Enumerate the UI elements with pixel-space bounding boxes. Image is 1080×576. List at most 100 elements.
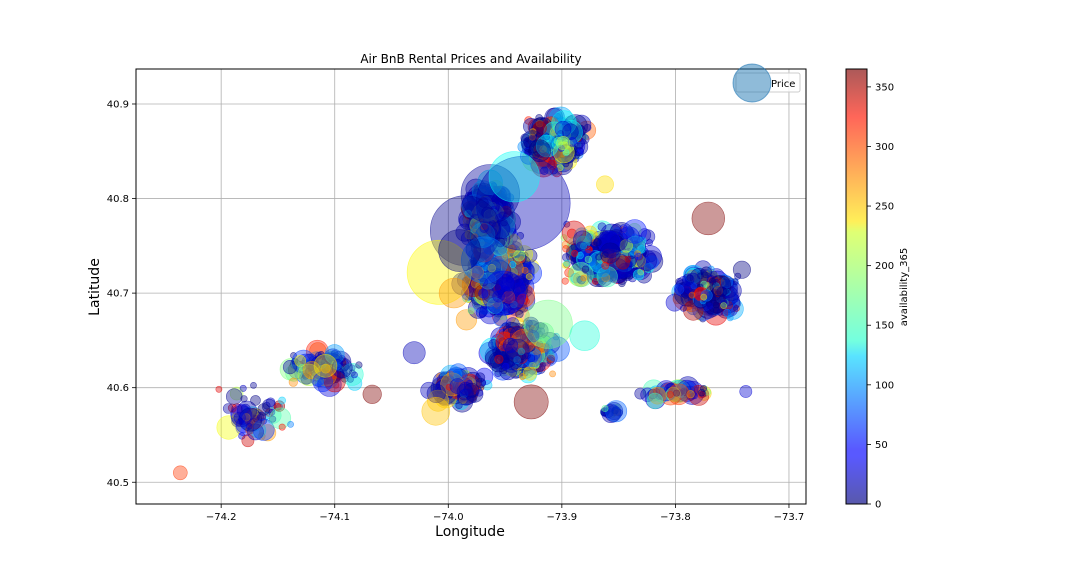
scatter-point bbox=[632, 269, 645, 281]
scatter-point bbox=[239, 384, 247, 392]
x-tick-label: −73.7 bbox=[774, 512, 805, 523]
scatter-point bbox=[521, 266, 529, 274]
scatter-point bbox=[355, 361, 363, 369]
scatter-point bbox=[634, 387, 647, 400]
scatter-point bbox=[173, 465, 188, 481]
scatter-point bbox=[555, 139, 563, 147]
scatter-point bbox=[726, 314, 734, 322]
y-tick-label: 40.6 bbox=[107, 383, 129, 394]
scatter-point bbox=[549, 370, 556, 378]
scatter-point bbox=[523, 299, 573, 349]
scatter-point bbox=[700, 293, 708, 301]
x-tick-label: −74.2 bbox=[206, 512, 237, 523]
scatter-point bbox=[569, 320, 600, 351]
scatter-point bbox=[688, 291, 696, 299]
scatter-point bbox=[716, 286, 728, 298]
scatter-point bbox=[475, 306, 488, 319]
x-axis-label: Longitude bbox=[435, 524, 505, 540]
scatter-point bbox=[561, 277, 569, 285]
scatter-point bbox=[593, 238, 602, 247]
scatter-point bbox=[622, 219, 647, 244]
scatter-point bbox=[362, 384, 382, 404]
chart-title: Air BnB Rental Prices and Availability bbox=[360, 52, 581, 66]
scatter-point bbox=[509, 261, 517, 269]
scatter-point bbox=[563, 259, 571, 267]
scatter-point bbox=[215, 385, 223, 393]
scatter-point bbox=[682, 273, 695, 286]
scatter-point bbox=[708, 277, 717, 286]
scatter-point bbox=[576, 142, 584, 150]
scatter-point bbox=[502, 362, 510, 371]
x-axis-ticks: −74.2 −74.1 −74.0 −73.9 −73.8 −73.7 bbox=[206, 504, 804, 523]
scatter-point bbox=[581, 265, 590, 273]
x-tick-label: −74.0 bbox=[433, 512, 464, 523]
scatter-point bbox=[288, 377, 298, 387]
scatter-point bbox=[523, 352, 531, 360]
scatter-point bbox=[599, 242, 621, 264]
y-tick-label: 40.7 bbox=[107, 289, 129, 300]
colorbar-tick-label: 250 bbox=[875, 202, 894, 213]
x-tick-label: −74.1 bbox=[319, 512, 350, 523]
colorbar-ticks: 0 50 100 150 200 250 300 350 bbox=[867, 82, 894, 511]
scatter-point bbox=[712, 301, 720, 309]
scatter-point bbox=[250, 395, 261, 406]
scatter-point bbox=[278, 396, 286, 405]
x-tick-label: −73.9 bbox=[547, 512, 578, 523]
colorbar bbox=[846, 69, 867, 504]
y-tick-label: 40.8 bbox=[107, 194, 129, 205]
scatter-point bbox=[691, 201, 725, 236]
scatter-point bbox=[278, 423, 286, 431]
scatter-point bbox=[601, 404, 609, 412]
scatter-point bbox=[513, 384, 549, 420]
legend-marker-price bbox=[732, 63, 772, 103]
scatter-point bbox=[673, 284, 685, 295]
y-axis-ticks: 40.5 40.6 40.7 40.8 40.9 bbox=[107, 99, 136, 489]
scatter-point bbox=[494, 354, 504, 364]
scatter-point bbox=[732, 260, 751, 279]
scatter-point bbox=[596, 175, 614, 194]
colorbar-tick-label: 200 bbox=[875, 261, 894, 272]
scatter-point bbox=[351, 371, 358, 379]
scatter-point bbox=[571, 249, 579, 257]
scatter-point bbox=[488, 151, 540, 203]
scatter-point bbox=[522, 366, 538, 381]
scatter-point bbox=[475, 389, 484, 397]
scatter-point bbox=[226, 388, 243, 405]
colorbar-label: availability_365 bbox=[899, 248, 910, 326]
scatter-point bbox=[502, 337, 519, 353]
colorbar-tick-label: 150 bbox=[875, 321, 894, 332]
scatter-point bbox=[455, 309, 478, 331]
scatter-point bbox=[230, 405, 253, 427]
colorbar-tick-label: 300 bbox=[875, 142, 894, 153]
y-tick-label: 40.9 bbox=[107, 99, 129, 110]
scatter-point bbox=[250, 381, 257, 389]
y-axis-label: Latitude bbox=[87, 258, 103, 316]
scatter-point bbox=[634, 252, 642, 260]
scatter-point bbox=[697, 389, 706, 397]
scatter-point bbox=[679, 304, 687, 312]
scatter-point bbox=[697, 272, 704, 280]
scatter-point bbox=[438, 277, 470, 309]
scatter-point bbox=[467, 307, 475, 315]
scatter-point bbox=[605, 400, 628, 423]
scatter-point bbox=[320, 363, 331, 374]
scatter-points bbox=[173, 106, 753, 481]
scatter-point bbox=[475, 372, 486, 383]
scatter-point bbox=[562, 245, 570, 253]
scatter-point bbox=[438, 229, 481, 272]
y-tick-label: 40.5 bbox=[107, 478, 129, 489]
scatter-point bbox=[287, 420, 294, 428]
scatter-point bbox=[706, 302, 713, 310]
scatter-point bbox=[720, 302, 728, 309]
grid-lines bbox=[136, 69, 806, 504]
scatter-point bbox=[584, 255, 593, 264]
colorbar-tick-label: 50 bbox=[875, 440, 888, 451]
scatter-point bbox=[572, 230, 593, 250]
scatter-point bbox=[402, 341, 426, 365]
scatter-point bbox=[458, 381, 473, 396]
scatter-point bbox=[646, 392, 664, 410]
colorbar-tick-label: 350 bbox=[875, 82, 894, 93]
scatter-point bbox=[421, 396, 451, 426]
colorbar-tick-label: 0 bbox=[875, 500, 881, 511]
legend-label-price: Price bbox=[771, 79, 795, 90]
